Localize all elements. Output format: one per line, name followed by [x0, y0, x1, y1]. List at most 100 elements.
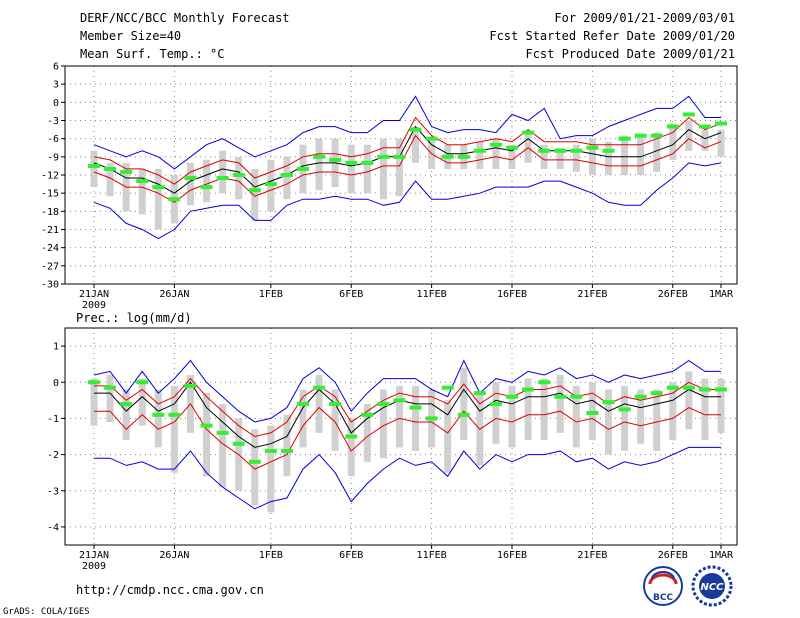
- ensemble-box: [637, 389, 645, 444]
- series-inner-upper: [94, 377, 721, 438]
- observed-mark: [409, 405, 422, 410]
- x-tick-label: 1MAR: [709, 289, 734, 300]
- y-tick-label: -3: [47, 116, 59, 127]
- forecast-period: For 2009/01/21-2009/03/01: [554, 11, 735, 25]
- ensemble-box: [283, 414, 291, 477]
- observed-mark: [457, 154, 470, 159]
- observed-mark: [666, 385, 679, 390]
- series-inner-lower: [93, 134, 722, 203]
- ensemble-box: [347, 418, 355, 477]
- observed-mark: [682, 112, 695, 117]
- ensemble-box: [379, 138, 387, 200]
- observed-mark: [200, 423, 213, 428]
- ensemble-box: [508, 385, 516, 448]
- observed-mark: [168, 412, 181, 417]
- observed-mark: [506, 394, 518, 399]
- observed-mark: [152, 412, 165, 417]
- ensemble-box: [170, 385, 178, 473]
- ensemble-box: [604, 141, 612, 175]
- plot-frame: [64, 327, 738, 546]
- observed-mark: [232, 173, 245, 177]
- ensemble-box: [540, 144, 548, 169]
- ensemble-box: [637, 135, 645, 175]
- x-tick-label: 1MAR: [709, 550, 734, 561]
- y-tick-label: -30: [41, 280, 59, 291]
- y-tick-label: -24: [41, 243, 59, 254]
- observed-mark: [184, 383, 197, 388]
- ensemble-box: [138, 168, 146, 215]
- observed-mark: [506, 145, 518, 150]
- observed-mark: [264, 448, 277, 453]
- observed-mark: [264, 182, 277, 187]
- ensemble-box: [219, 150, 227, 194]
- forecast-produced-date: Fcst Produced Date 2009/01/21: [525, 47, 735, 61]
- ensemble-box: [219, 403, 227, 488]
- ensemble-box: [492, 382, 500, 444]
- y-tick-label: 0: [53, 98, 59, 109]
- observed-mark: [715, 387, 727, 392]
- ensemble-box: [315, 375, 323, 433]
- y-tick-label: -6: [47, 134, 59, 145]
- x-tick-sublabel: 2009: [82, 561, 106, 572]
- ensemble-box: [685, 120, 693, 151]
- observed-mark: [393, 154, 406, 159]
- observed-mark: [441, 385, 454, 390]
- observed-mark: [538, 380, 551, 385]
- ensemble-box: [412, 126, 420, 163]
- ensemble-box: [621, 135, 629, 175]
- observed-mark: [297, 401, 309, 406]
- y-tick-label: 3: [53, 80, 59, 91]
- observed-mark: [409, 127, 422, 132]
- observed-mark: [634, 133, 647, 138]
- y-tick-label: 6: [53, 62, 59, 73]
- ensemble-box: [90, 378, 98, 426]
- observed-mark: [618, 136, 631, 141]
- ensemble-box: [106, 162, 114, 197]
- y-tick-label: -2: [47, 450, 59, 461]
- observed-mark: [216, 176, 229, 181]
- observed-mark: [602, 148, 615, 153]
- observed-mark: [361, 160, 374, 165]
- series-outer-lower: [94, 446, 721, 510]
- source-url[interactable]: http://cmdp.ncc.cma.gov.cn: [76, 583, 264, 597]
- ensemble-box: [540, 378, 548, 441]
- ensemble-box: [669, 382, 677, 441]
- observed-mark: [489, 401, 502, 406]
- ensemble-box: [283, 156, 291, 200]
- observed-mark: [88, 380, 100, 385]
- observed-mark: [522, 130, 535, 135]
- ensemble-box: [154, 168, 162, 230]
- x-tick-label: 26FEB: [658, 289, 688, 300]
- series-median: [94, 381, 721, 448]
- ensemble-box: [476, 141, 484, 169]
- observed-mark: [441, 154, 454, 159]
- ensemble-box: [395, 385, 403, 448]
- grads-credit: GrADS: COLA/IGES: [3, 607, 90, 617]
- observed-mark: [634, 394, 647, 399]
- ensemble-box: [203, 393, 211, 477]
- y-tick-label: -9: [47, 152, 59, 163]
- observed-mark: [168, 197, 181, 202]
- ensemble-box: [347, 144, 355, 194]
- observed-mark: [136, 380, 149, 385]
- bcc-logo-text: BCC: [653, 593, 673, 603]
- y-tick-label: -21: [41, 225, 59, 236]
- x-tick-label: 26JAN: [159, 289, 189, 300]
- x-tick-sublabel: 2009: [82, 300, 106, 311]
- observed-mark: [120, 169, 133, 174]
- ensemble-box: [653, 132, 661, 172]
- ensemble-box: [572, 144, 580, 172]
- ensemble-box: [492, 138, 500, 169]
- observed-mark: [522, 387, 535, 392]
- ensemble-box: [106, 375, 114, 423]
- observed-mark: [361, 412, 374, 417]
- ensemble-box: [460, 367, 468, 441]
- observed-mark: [715, 121, 727, 126]
- observed-mark: [345, 160, 358, 165]
- observed-mark: [280, 173, 293, 177]
- observed-mark: [152, 185, 165, 190]
- y-tick-label: -18: [41, 207, 59, 218]
- observed-mark: [184, 176, 197, 181]
- x-tick-label: 16FEB: [497, 289, 527, 300]
